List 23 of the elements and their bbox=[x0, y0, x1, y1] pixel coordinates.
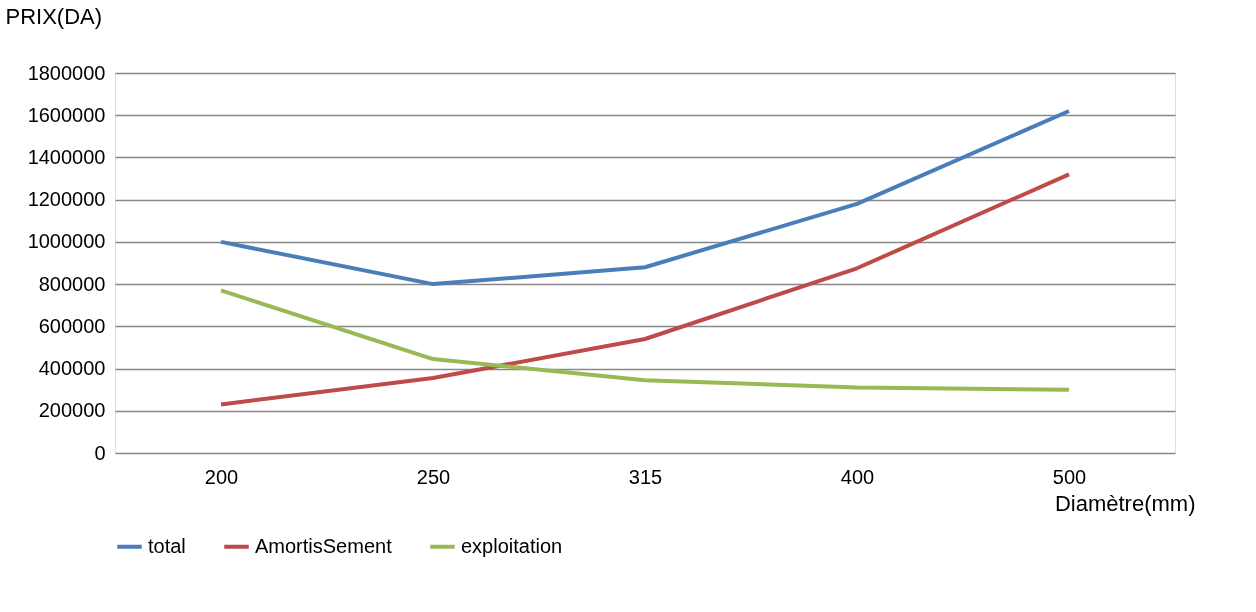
line-series bbox=[219, 109, 1071, 287]
y-tick-label: 0 bbox=[94, 441, 106, 464]
legend-label: total bbox=[148, 534, 186, 557]
x-tick-label: 200 bbox=[204, 465, 239, 488]
line-series bbox=[219, 288, 1071, 392]
y-tick-label: 400000 bbox=[38, 357, 106, 380]
x-tick-label: 315 bbox=[628, 465, 663, 488]
y-axis-title: PRIX(DA) bbox=[5, 3, 103, 29]
y-tick-label: 1800000 bbox=[27, 61, 106, 84]
line-series bbox=[219, 172, 1071, 407]
y-tick-label: 200000 bbox=[38, 399, 106, 422]
y-tick-label: 1400000 bbox=[27, 145, 106, 168]
x-tick-label: 250 bbox=[416, 465, 451, 488]
y-tick-label: 1200000 bbox=[27, 188, 106, 211]
x-tick-label: 500 bbox=[1052, 465, 1087, 488]
legend-label: exploitation bbox=[461, 534, 563, 557]
x-tick-label: 400 bbox=[840, 465, 875, 488]
x-axis-title: Diamètre(mm) bbox=[1054, 490, 1196, 516]
y-tick-label: 600000 bbox=[38, 314, 106, 337]
y-tick-label: 1600000 bbox=[27, 103, 106, 126]
y-tick-label: 1000000 bbox=[27, 230, 106, 253]
legend-label: AmortisSement bbox=[255, 534, 393, 557]
y-tick-label: 800000 bbox=[38, 272, 106, 295]
